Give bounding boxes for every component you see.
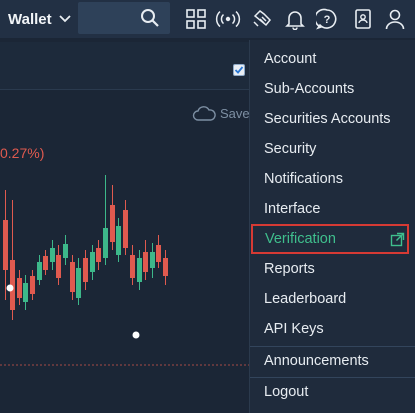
menu-item-label: Verification — [265, 231, 336, 247]
contacts-book-icon[interactable] — [352, 8, 374, 30]
help-icon[interactable]: ? — [314, 8, 338, 30]
external-link-icon — [390, 232, 405, 247]
menu-item-logout[interactable]: Logout — [250, 377, 415, 407]
menu-item-label: Account — [264, 51, 317, 67]
search-input[interactable] — [78, 2, 170, 34]
bell-icon[interactable] — [284, 8, 306, 31]
menu-item-label: Interface — [264, 201, 321, 217]
menu-item-label: API Keys — [264, 321, 324, 337]
menu-item-verification[interactable]: Verification — [251, 224, 409, 254]
marker-dot — [6, 284, 14, 292]
option-checkbox[interactable] — [233, 64, 245, 76]
marker-dot — [132, 331, 140, 339]
candle — [76, 268, 81, 298]
handshake-icon[interactable] — [252, 8, 274, 30]
menu-divider — [250, 377, 415, 378]
candle — [130, 255, 135, 278]
candle — [70, 262, 75, 292]
top-bar: Wallet ? — [0, 0, 415, 38]
search-icon[interactable] — [140, 8, 160, 28]
candle — [10, 260, 15, 310]
wallet-dropdown[interactable]: Wallet — [8, 0, 72, 38]
menu-item-securities-accounts[interactable]: Securities Accounts — [250, 104, 415, 134]
account-menu: Account Sub-Accounts Securities Accounts… — [249, 40, 415, 413]
candle — [156, 245, 161, 262]
menu-item-label: Announcements — [264, 353, 369, 369]
candle — [90, 252, 95, 272]
menu-item-interface[interactable]: Interface — [250, 194, 415, 224]
menu-item-sub-accounts[interactable]: Sub-Accounts — [250, 74, 415, 104]
candle — [43, 256, 48, 270]
candle — [163, 258, 168, 276]
menu-item-api-keys[interactable]: API Keys — [250, 314, 415, 344]
candle — [17, 278, 22, 298]
menu-item-leaderboard[interactable]: Leaderboard — [250, 284, 415, 314]
broadcast-icon[interactable] — [214, 8, 242, 30]
menu-item-label: Logout — [264, 384, 309, 400]
candle — [123, 210, 128, 248]
menu-item-notifications[interactable]: Notifications — [250, 164, 415, 194]
menu-item-security[interactable]: Security — [250, 134, 415, 164]
menu-item-label: Leaderboard — [264, 291, 347, 307]
menu-divider — [250, 346, 415, 347]
candle — [110, 205, 115, 242]
menu-item-announcements[interactable]: Announcements — [250, 346, 415, 376]
menu-item-label: Security — [264, 141, 317, 157]
menu-item-label: Sub-Accounts — [264, 81, 355, 97]
menu-item-account[interactable]: Account — [250, 44, 415, 74]
save-button[interactable]: Save — [220, 106, 250, 121]
candle — [137, 258, 142, 282]
menu-item-label: Notifications — [264, 171, 343, 187]
candle — [103, 228, 108, 258]
candle — [30, 276, 35, 294]
candle — [143, 252, 148, 272]
candle — [3, 220, 8, 270]
candle — [23, 283, 28, 302]
checkmark-icon — [234, 66, 244, 74]
menu-item-reports[interactable]: Reports — [250, 254, 415, 284]
candle — [56, 255, 61, 278]
svg-text:?: ? — [324, 14, 331, 26]
candle — [63, 244, 68, 258]
candlestick-chart — [0, 175, 250, 366]
candle — [50, 248, 55, 262]
price-change-text: 0.27%) — [0, 145, 45, 161]
candle — [150, 252, 155, 268]
menu-item-label: Reports — [264, 261, 315, 277]
wallet-label: Wallet — [8, 10, 52, 28]
candle — [116, 226, 121, 255]
candle — [37, 262, 42, 280]
candle — [96, 248, 101, 262]
candle — [83, 258, 88, 282]
menu-item-label: Securities Accounts — [264, 111, 391, 127]
grid-icon[interactable] — [185, 8, 207, 30]
user-icon[interactable] — [384, 8, 406, 30]
cloud-icon[interactable] — [192, 105, 216, 123]
chevron-down-icon — [58, 15, 71, 23]
